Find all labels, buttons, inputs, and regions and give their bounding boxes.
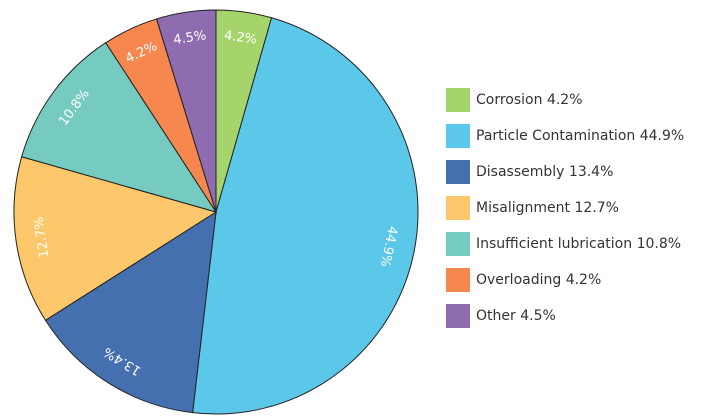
legend-label: Insufficient lubrication 10.8%: [476, 236, 681, 252]
legend-category: Other: [476, 308, 516, 324]
legend-label: Corrosion 4.2%: [476, 92, 583, 108]
legend-label: Overloading 4.2%: [476, 272, 601, 288]
legend-category: Corrosion: [476, 92, 543, 108]
pie-slice: [44, 211, 217, 414]
legend-value: 44.9%: [640, 128, 684, 144]
legend-swatch: [446, 268, 470, 292]
legend-swatch: [446, 304, 470, 328]
pie-slice: [21, 42, 218, 213]
legend-category: Disassembly: [476, 164, 564, 180]
legend-swatch: [446, 124, 470, 148]
legend-category: Overloading: [476, 272, 561, 288]
legend-value: 4.2%: [547, 92, 583, 108]
data-label: 4.5%: [172, 28, 207, 48]
legend-label: Other 4.5%: [476, 308, 556, 324]
legend-value: 4.5%: [520, 308, 556, 324]
legend-category: Particle Contamination: [476, 128, 635, 144]
legend-label: Misalignment 12.7%: [476, 200, 619, 216]
legend-value: 13.4%: [569, 164, 613, 180]
legend-label: Particle Contamination 44.9%: [476, 128, 684, 144]
legend-category: Misalignment: [476, 200, 571, 216]
pie-slice: [192, 17, 419, 415]
legend-swatch: [446, 160, 470, 184]
legend-category: Insufficient lubrication: [476, 236, 632, 252]
legend-value: 12.7%: [574, 200, 618, 216]
data-label: 12.7%: [32, 216, 53, 259]
legend-swatch: [446, 232, 470, 256]
data-label: 4.2%: [223, 28, 258, 47]
legend-swatch: [446, 88, 470, 112]
legend-label: Disassembly 13.4%: [476, 164, 613, 180]
legend-value: 10.8%: [637, 236, 681, 252]
legend-value: 4.2%: [566, 272, 602, 288]
pie-slice: [13, 156, 218, 321]
pie-slice: [155, 9, 217, 213]
legend-swatch: [446, 196, 470, 220]
